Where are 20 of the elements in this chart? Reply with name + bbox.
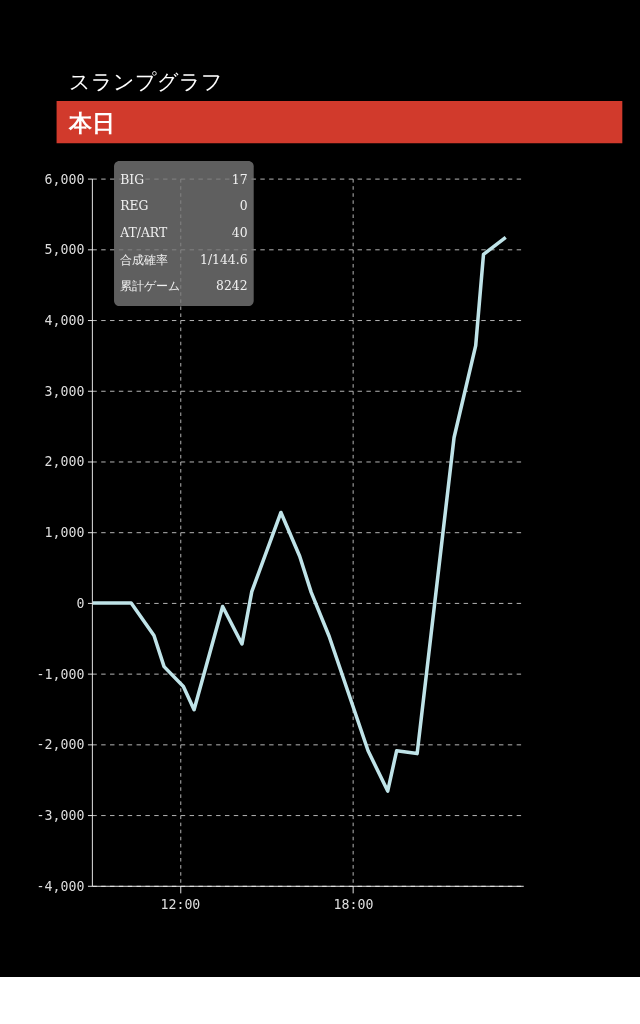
text: AT/ART 40 xyxy=(120,226,248,241)
y-tick-label: 0 xyxy=(76,595,85,611)
y-tick-label: 3,000 xyxy=(44,383,85,399)
y-tick-label: 2,000 xyxy=(44,454,85,470)
text: 累計ゲーム 8242 xyxy=(120,279,248,294)
y-tick-label: -2,000 xyxy=(36,737,85,753)
text: REG 0 xyxy=(120,199,248,214)
chart-title: スランプグラフ xyxy=(68,69,223,95)
y-tick-label: 6,000 xyxy=(44,171,85,187)
chart-subtitle: 本日 xyxy=(67,109,115,136)
x-tick-label: 18:00 xyxy=(333,897,374,913)
text: BIG 17 xyxy=(120,172,248,187)
y-tick-label: -3,000 xyxy=(36,807,85,823)
x-tick-label: 12:00 xyxy=(160,897,201,913)
y-tick-label: -4,000 xyxy=(36,878,85,894)
y-tick-label: 5,000 xyxy=(44,242,85,258)
y-tick-label: 4,000 xyxy=(44,312,85,328)
y-tick-label: -1,000 xyxy=(36,666,85,682)
text: 合成確率 1/144.6 xyxy=(120,252,248,267)
y-tick-label: 1,000 xyxy=(44,525,85,541)
